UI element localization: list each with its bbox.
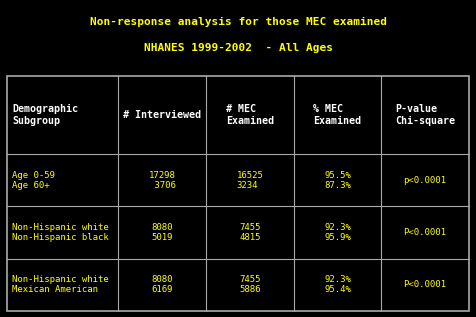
Bar xyxy=(381,206,469,259)
Text: P<0.0001: P<0.0001 xyxy=(404,228,446,237)
Text: Age 0-59
Age 60+: Age 0-59 Age 60+ xyxy=(12,171,55,190)
Text: # Interviewed: # Interviewed xyxy=(123,110,201,120)
Bar xyxy=(294,206,381,259)
Text: p<0.0001: p<0.0001 xyxy=(404,176,446,185)
Text: 7455
4815: 7455 4815 xyxy=(239,223,260,242)
Bar xyxy=(294,76,381,154)
Text: 8080
5019: 8080 5019 xyxy=(151,223,173,242)
Bar xyxy=(119,259,206,311)
Bar xyxy=(119,206,206,259)
Text: % MEC
Examined: % MEC Examined xyxy=(314,104,361,126)
Bar xyxy=(206,76,294,154)
Bar xyxy=(381,76,469,154)
Bar xyxy=(119,76,206,154)
Text: Non-Hispanic white
Non-Hispanic black: Non-Hispanic white Non-Hispanic black xyxy=(12,223,109,242)
Bar xyxy=(7,206,119,259)
Bar xyxy=(7,76,469,311)
Text: 16525
3234: 16525 3234 xyxy=(237,171,263,190)
Text: 92.3%
95.9%: 92.3% 95.9% xyxy=(324,223,351,242)
Text: P<0.0001: P<0.0001 xyxy=(404,280,446,289)
Text: 7455
5886: 7455 5886 xyxy=(239,275,260,294)
Bar xyxy=(119,154,206,206)
Text: Demographic
Subgroup: Demographic Subgroup xyxy=(12,104,78,126)
Text: Non-Hispanic white
Mexican American: Non-Hispanic white Mexican American xyxy=(12,275,109,294)
Bar xyxy=(206,154,294,206)
Text: 17298
 3706: 17298 3706 xyxy=(149,171,176,190)
Text: NHANES 1999-2002  - All Ages: NHANES 1999-2002 - All Ages xyxy=(143,42,333,53)
Bar xyxy=(294,154,381,206)
Bar xyxy=(7,154,119,206)
Bar xyxy=(294,259,381,311)
Text: 92.3%
95.4%: 92.3% 95.4% xyxy=(324,275,351,294)
Text: # MEC
Examined: # MEC Examined xyxy=(226,104,274,126)
Text: 8080
6169: 8080 6169 xyxy=(151,275,173,294)
Text: 95.5%
87.3%: 95.5% 87.3% xyxy=(324,171,351,190)
Bar xyxy=(381,259,469,311)
Bar xyxy=(206,206,294,259)
Bar xyxy=(7,76,119,154)
Bar xyxy=(206,259,294,311)
Text: P-value
Chi-square: P-value Chi-square xyxy=(395,104,455,126)
Bar xyxy=(7,259,119,311)
Bar xyxy=(381,154,469,206)
Text: Non-response analysis for those MEC examined: Non-response analysis for those MEC exam… xyxy=(89,17,387,27)
